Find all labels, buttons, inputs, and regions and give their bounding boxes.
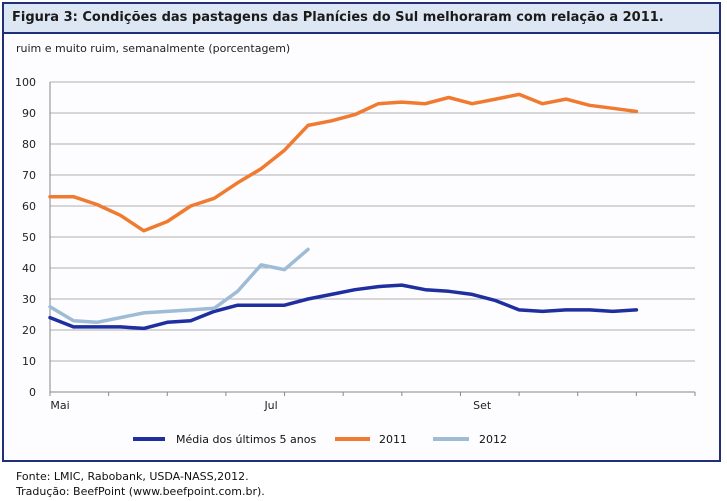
series-line <box>48 247 310 325</box>
y-tick-label: 50 <box>22 231 36 244</box>
legend-label: 2011 <box>379 433 407 446</box>
chart-title: Figura 3: Condições das pastagens das Pl… <box>12 10 664 25</box>
y-tick-label: 10 <box>22 355 36 368</box>
translation-note: Tradução: BeefPoint (www.beefpoint.com.b… <box>16 485 265 498</box>
y-tick-label: 70 <box>22 169 36 182</box>
x-tick-label: Jul <box>263 399 277 412</box>
x-tick-label: Mai <box>50 399 69 412</box>
chart-subtitle: ruim e muito ruim, semanalmente (porcent… <box>16 42 291 55</box>
y-tick-label: 40 <box>22 262 36 275</box>
y-tick-label: 0 <box>29 386 36 399</box>
series-line <box>48 92 639 233</box>
y-tick-label: 100 <box>15 76 36 89</box>
legend-label: 2012 <box>479 433 507 446</box>
y-tick-label: 20 <box>22 324 36 337</box>
y-tick-label: 60 <box>22 200 36 213</box>
x-tick-label: Set <box>473 399 492 412</box>
title-bar: Figura 3: Condições das pastagens das Pl… <box>4 4 719 34</box>
legend-label: Média dos últimos 5 anos <box>176 433 316 446</box>
figure-frame: Figura 3: Condições das pastagens das Pl… <box>2 2 721 462</box>
y-tick-label: 30 <box>22 293 36 306</box>
series-line <box>48 283 639 331</box>
y-tick-label: 80 <box>22 138 36 151</box>
y-tick-label: 90 <box>22 107 36 120</box>
source-note: Fonte: LMIC, Rabobank, USDA-NASS,2012. <box>16 470 249 483</box>
